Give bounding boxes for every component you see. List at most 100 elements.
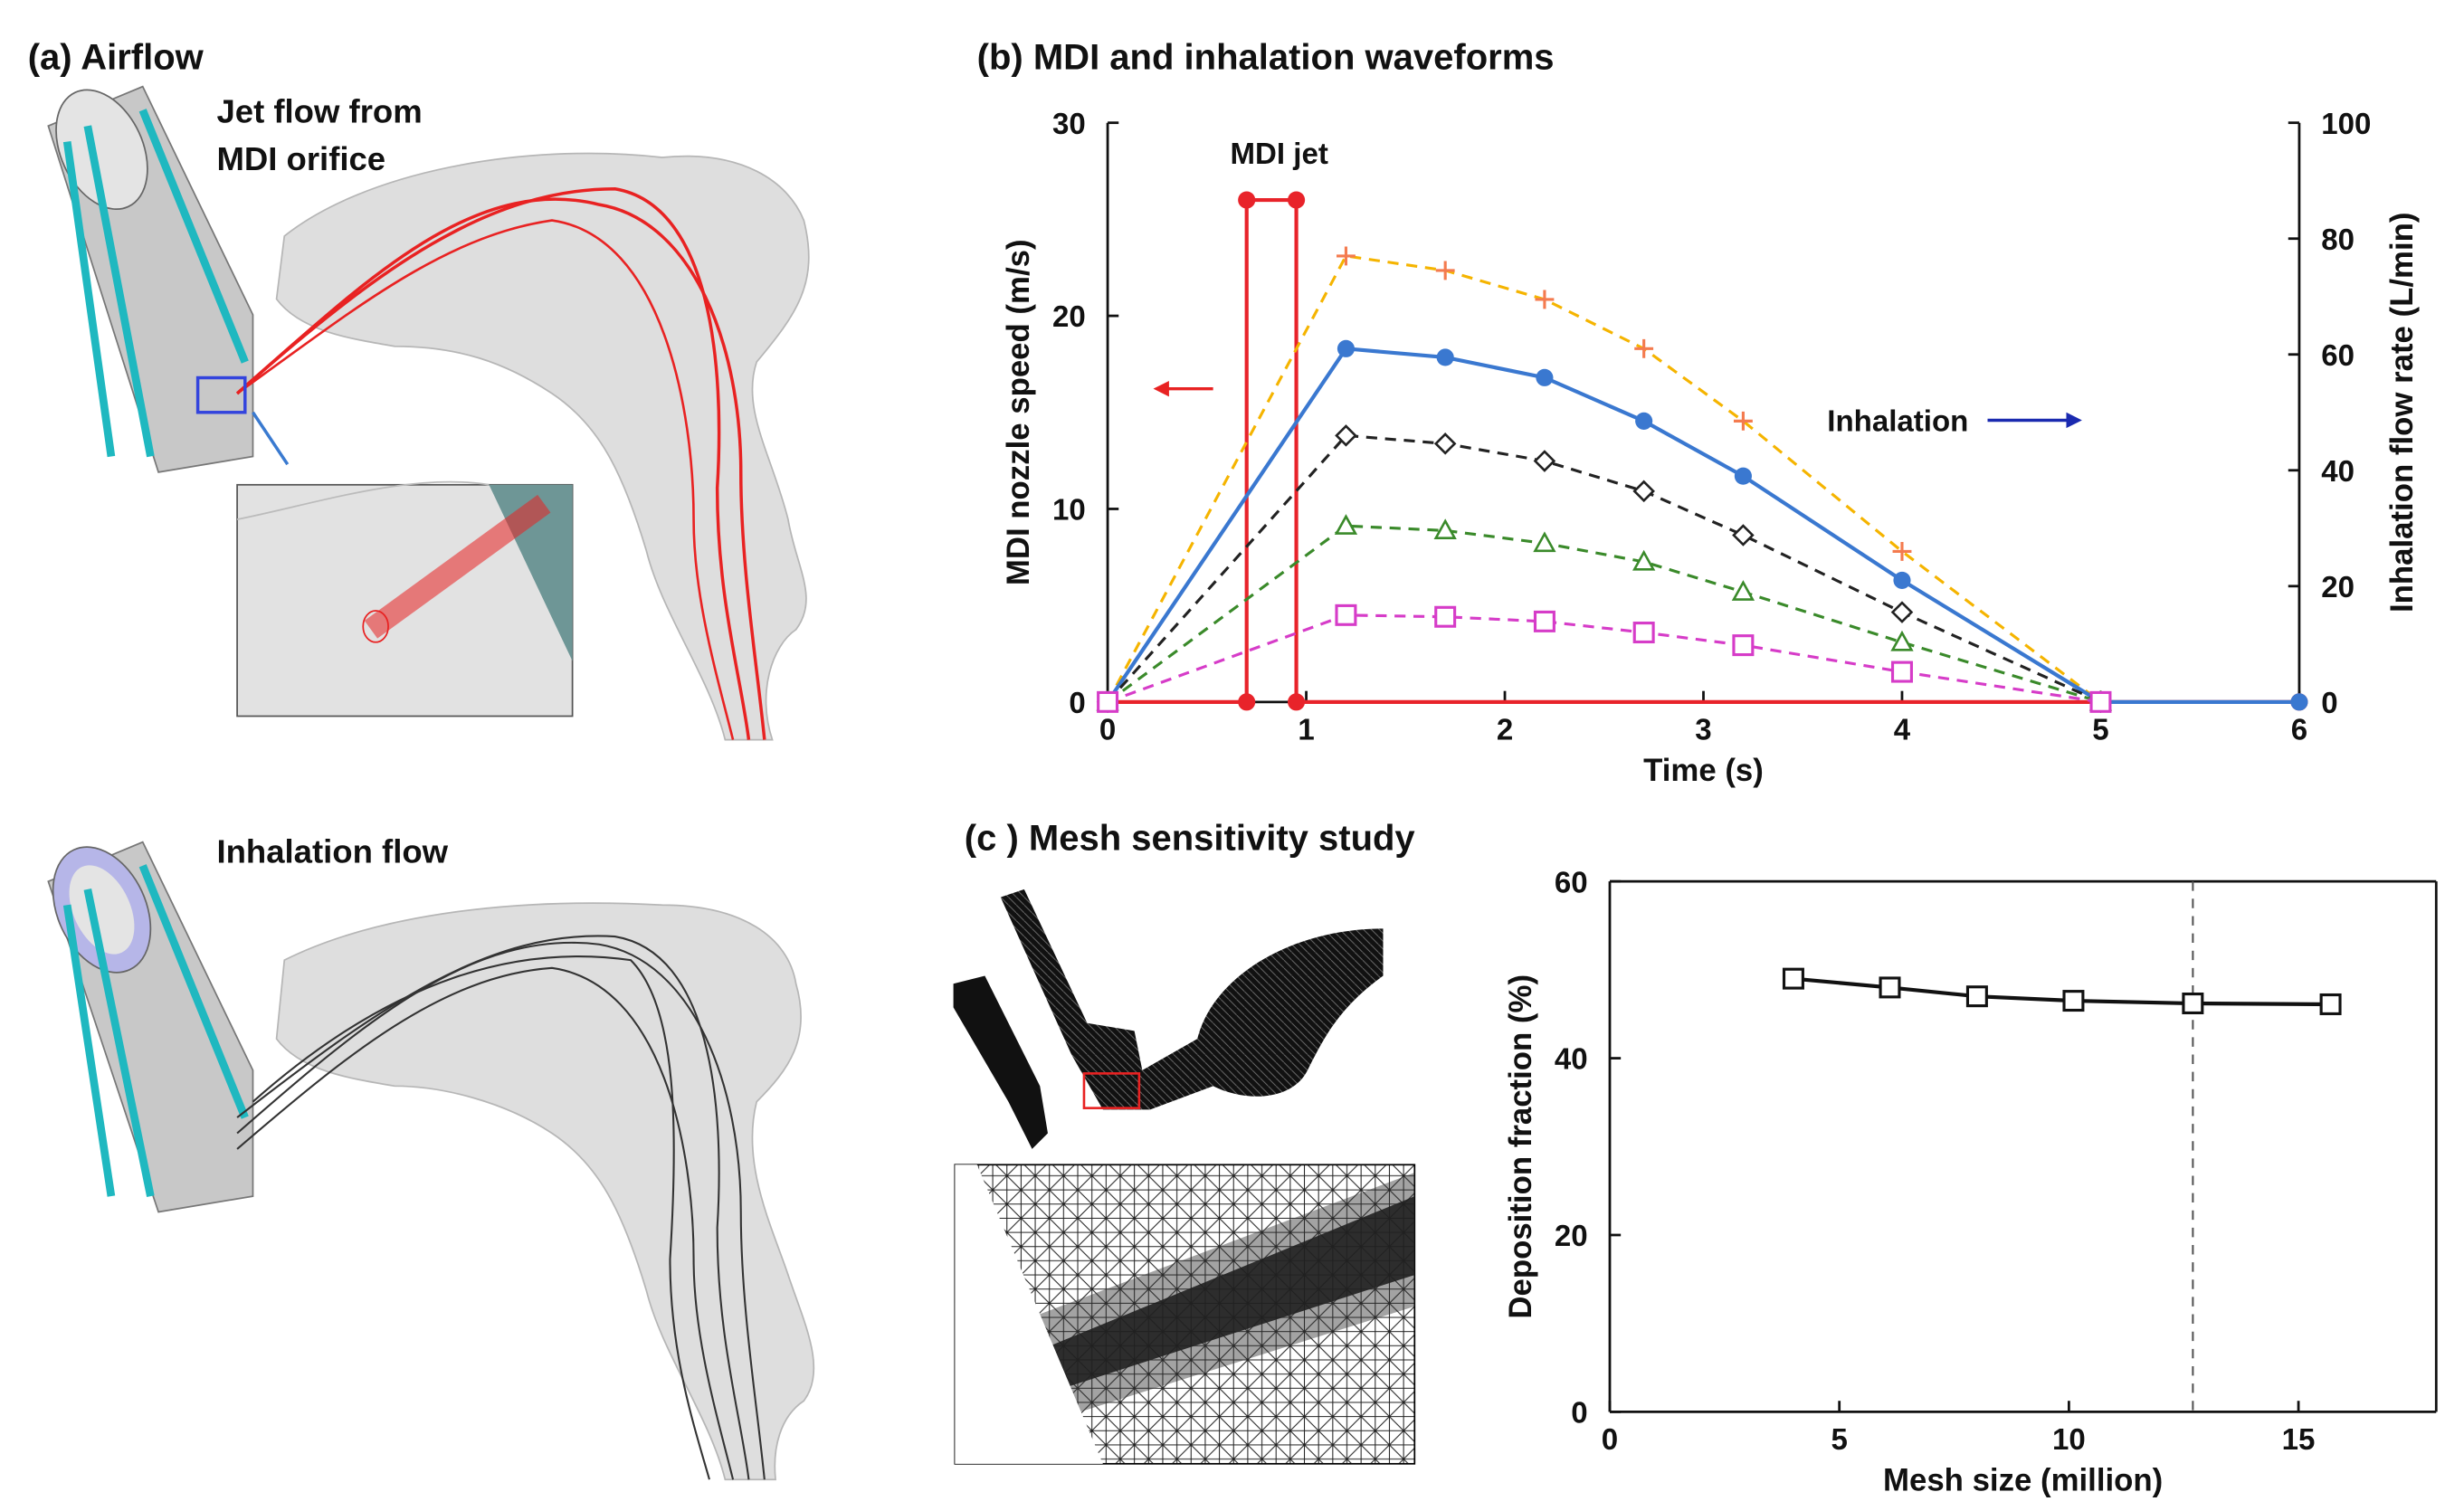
x-tick-label: 2	[1497, 714, 1513, 747]
data-point	[1337, 339, 1356, 357]
data-point	[1288, 693, 1306, 711]
data-point	[1334, 514, 1358, 535]
airflow-illustration-part	[62, 109, 249, 458]
arrow-part	[1153, 380, 1169, 397]
data-point	[1436, 348, 1454, 366]
data-point	[1892, 541, 1912, 561]
airflow-illustration-part	[195, 375, 247, 414]
x-tick-label: 0	[1099, 714, 1116, 747]
y-tick-label: 0	[1069, 687, 1085, 720]
inhalation-illustration-part	[236, 966, 735, 1480]
x-tick-label: 0	[1602, 1423, 1618, 1457]
data-line	[1106, 347, 2299, 704]
y-tick-label: 20	[1052, 300, 1086, 334]
chart-title: (b) MDI and inhalation waveforms	[977, 38, 1555, 78]
inhalation-illustration-part	[69, 865, 135, 955]
data-point	[2290, 693, 2308, 711]
inhalation-illustration-part	[275, 902, 815, 1481]
annotation: Inhalation flow	[216, 832, 448, 870]
data-point	[2089, 690, 2112, 713]
mesh-illustration-part	[976, 1172, 1415, 1425]
data-point	[1097, 690, 1119, 713]
data-point	[1890, 630, 1914, 651]
data-point	[1732, 634, 1755, 657]
data-point	[1965, 985, 1988, 1008]
data-point	[1536, 368, 1554, 386]
y2-tick-label: 20	[2321, 571, 2355, 604]
y-axis-label: Deposition fraction (%)	[1504, 974, 1538, 1319]
inhalation-illustration-part	[236, 941, 766, 1480]
x-tick-label: 5	[1831, 1423, 1847, 1457]
mesh-illustration-part	[953, 975, 1048, 1149]
data-point	[1893, 571, 1911, 589]
data-point	[1433, 518, 1457, 540]
x-axis-label: Time (s)	[1643, 754, 1764, 788]
data-point	[1635, 412, 1653, 430]
x-tick-label: 15	[2282, 1423, 2316, 1457]
panel-title: (c ) Mesh sensitivity study	[965, 818, 1416, 858]
data-point	[1732, 524, 1755, 546]
data-point	[1731, 580, 1755, 601]
annotation: MDI orifice	[216, 140, 385, 177]
data-line	[1793, 976, 2331, 1007]
data-point	[1335, 603, 1357, 626]
data-point	[1238, 693, 1256, 711]
airflow-illustration-part	[55, 89, 148, 211]
x-tick-label: 6	[2291, 714, 2307, 747]
arrow-part	[2066, 412, 2082, 429]
airflow-illustration-part	[364, 494, 551, 639]
airflow-illustration-part	[236, 480, 490, 520]
inhalation-illustration-part	[252, 955, 710, 1480]
y-tick-label: 30	[1052, 108, 1086, 141]
y2-tick-label: 0	[2321, 687, 2337, 720]
x-tick-label: 5	[2092, 714, 2108, 747]
mesh-illustration	[953, 889, 1416, 1465]
data-point	[1335, 424, 1357, 447]
mesh-illustration-part	[955, 1164, 1103, 1464]
data-line	[1108, 197, 2299, 704]
data-point	[2062, 990, 2085, 1012]
y-axis-label: MDI nozzle speed (m/s)	[1002, 239, 1036, 585]
data-line	[1107, 524, 2101, 704]
y2-tick-label: 100	[2321, 108, 2371, 141]
data-point	[1733, 411, 1753, 431]
y-tick-label: 20	[1555, 1220, 1588, 1253]
y-tick-label: 0	[1571, 1397, 1587, 1430]
annotation: Jet flow from	[216, 93, 422, 130]
data-point	[1435, 261, 1455, 280]
y2-axis-label: Inhalation flow rate (L/min)	[2385, 213, 2420, 613]
panel-title: (a) Airflow	[28, 38, 205, 78]
y2-tick-label: 60	[2321, 339, 2355, 373]
data-point	[1434, 605, 1457, 628]
y2-tick-label: 80	[2321, 223, 2355, 257]
airflow-illustration-part	[235, 187, 751, 740]
data-point	[1337, 246, 1356, 266]
annotation: MDI jet	[1231, 138, 1328, 171]
data-point	[1433, 432, 1457, 455]
inhalation-illustration	[47, 841, 815, 1481]
data-point	[1782, 967, 1804, 990]
data-point	[2319, 993, 2342, 1015]
data-point	[1632, 622, 1655, 644]
data-point	[1533, 450, 1556, 472]
data-line	[1106, 254, 2102, 704]
data-point	[1288, 191, 1306, 209]
airflow-illustration-part	[236, 219, 735, 740]
data-point	[1632, 549, 1656, 571]
data-point	[1238, 191, 1256, 209]
x-tick-label: 1	[1298, 714, 1314, 747]
x-tick-label: 10	[2052, 1423, 2086, 1457]
arrow	[1153, 380, 2082, 429]
data-point	[1879, 976, 1901, 999]
data-point	[1533, 610, 1555, 632]
y2-tick-label: 40	[2321, 455, 2355, 489]
data-point	[1634, 338, 1654, 358]
y-tick-label: 10	[1052, 494, 1086, 527]
data-point	[1632, 480, 1655, 503]
airflow-illustration	[47, 85, 810, 741]
x-tick-label: 4	[1894, 714, 1911, 747]
x-axis-label: Mesh size (million)	[1883, 1463, 2163, 1497]
data-point	[2182, 992, 2204, 1015]
